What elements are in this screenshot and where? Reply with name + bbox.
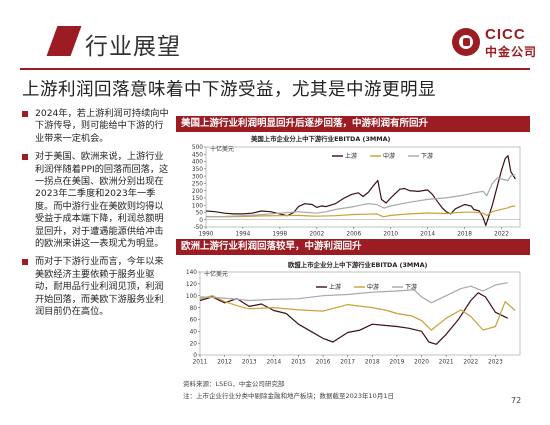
- eu-ebitda-chart: 0 20 40 60 80 100 120 140 2011 2012 2013 2014 2015 20…: [186, 260, 521, 366]
- bullet-item: 而对于下游行业而言，今年以来美欧经济主要依赖于服务业驱动，耐用品行业利润见顶，利…: [22, 256, 172, 318]
- x-tick-label: 2014: [266, 360, 281, 366]
- x-tick-label: 1998: [272, 232, 287, 238]
- legend-label: 下游: [421, 152, 433, 160]
- unit-label: 十亿美元: [204, 270, 228, 278]
- x-tick-label: 2020: [414, 360, 429, 366]
- legend-label: 中游: [383, 152, 395, 160]
- bullet-item: 2024年，若上游利润可持续向中下游传导，则可能给中下游的行业带来一定机会。: [22, 108, 172, 145]
- page-headline: 上游利润回落意味着中下游受益，尤其是中游更明显: [22, 80, 436, 100]
- x-tick-label: 2014: [420, 232, 435, 238]
- legend-label: 上游: [329, 283, 341, 291]
- x-tick-label: 2016: [316, 360, 331, 366]
- x-tick-label: 2013: [242, 360, 257, 366]
- x-tick-label: 2011: [193, 360, 208, 366]
- y-tick-label: 120: [186, 282, 197, 288]
- x-tick-label: 2019: [390, 360, 405, 366]
- y-tick-label: 20: [190, 341, 198, 347]
- top-bar: 行业展望 CICC 中金公司: [0, 0, 550, 68]
- y-tick-label: 140: [186, 270, 197, 276]
- y-tick-label: -50: [194, 225, 204, 231]
- eu-panel-title: 欧洲上游行业利润回落较早，中游利润回升: [176, 239, 530, 255]
- x-tick-label: 2018: [457, 232, 472, 238]
- section-marker: [46, 26, 82, 56]
- us-panel-title: 美国上游行业利润明显回升后逐步回落，中游利润有所回升: [176, 116, 530, 132]
- y-tick-label: 60: [190, 318, 198, 324]
- y-tick-label: 80: [190, 306, 198, 312]
- y-tick-label: 400: [192, 160, 203, 166]
- cicc-logo-icon: [452, 28, 480, 56]
- series-line-midstream: [199, 295, 516, 331]
- y-tick-label: 0: [193, 353, 197, 359]
- x-tick-label: 2023: [488, 360, 503, 366]
- chart-title: 美国上市企业分上中下游行业EBITDA (3MMA): [251, 134, 391, 143]
- legend-label: 中游: [367, 283, 379, 291]
- y-tick-label: 150: [192, 196, 203, 202]
- plot-frame: [205, 146, 521, 228]
- y-tick-label: 50: [196, 211, 204, 217]
- y-tick-label: 100: [192, 203, 203, 209]
- y-tick-label: 200: [192, 189, 203, 195]
- x-tick-label: 2012: [217, 360, 232, 366]
- series-line-downstream: [205, 174, 516, 218]
- x-tick-label: 2022: [463, 360, 478, 366]
- series-line-downstream: [199, 282, 508, 304]
- page-number: 72: [511, 396, 522, 405]
- series-line-upstream: [199, 292, 508, 345]
- x-tick-label: 2010: [383, 232, 398, 238]
- y-tick-label: 500: [192, 145, 203, 151]
- y-tick-label: 300: [192, 174, 203, 180]
- logo-text-en: CICC: [485, 26, 526, 43]
- x-tick-label: 2002: [309, 232, 324, 238]
- x-tick-label: 2015: [291, 360, 306, 366]
- x-tick-label: 2022: [494, 232, 509, 238]
- x-tick-label: 2021: [439, 360, 454, 366]
- y-tick-label: 250: [192, 182, 203, 188]
- y-tick-label: 350: [192, 167, 203, 173]
- y-tick-label: 450: [192, 152, 203, 158]
- plot-frame: [199, 271, 521, 356]
- series-line-midstream: [205, 205, 516, 218]
- x-tick-label: 1990: [199, 232, 214, 238]
- x-tick-label: 2006: [346, 232, 361, 238]
- x-tick-label: 1994: [236, 232, 251, 238]
- y-tick-label: 100: [186, 294, 197, 300]
- y-tick-label: 40: [190, 329, 198, 335]
- header-rule: [20, 68, 530, 70]
- x-tick-label: 2017: [340, 360, 355, 366]
- legend-label: 上游: [345, 152, 357, 160]
- bullet-item: 对于美国、欧洲来说，上游行业利润伴随着PPI的回落而回落，这一拐点在美国、欧洲分…: [22, 151, 172, 250]
- legend-label: 下游: [405, 283, 417, 291]
- logo-text-cn: 中金公司: [485, 45, 538, 59]
- y-tick-label: 0: [199, 218, 203, 224]
- source-note: 资料来源：LSEG，中金公司研究部: [183, 380, 285, 388]
- unit-label: 十亿美元: [210, 145, 234, 153]
- x-tick-label: 2018: [365, 360, 380, 366]
- cicc-logo: CICC 中金公司: [452, 26, 544, 62]
- data-note: 注：上市企业行业分类中剔除金融和地产板块；数据截至2023年10月1日: [183, 392, 394, 400]
- section-title: 行业展望: [85, 34, 181, 60]
- chart-title: 欧盟上市企业分上中下游行业EBITDA (3MMA): [288, 260, 428, 269]
- bullet-list: 2024年，若上游利润可持续向中下游传导，则可能给中下游的行业带来一定机会。 对…: [22, 108, 172, 325]
